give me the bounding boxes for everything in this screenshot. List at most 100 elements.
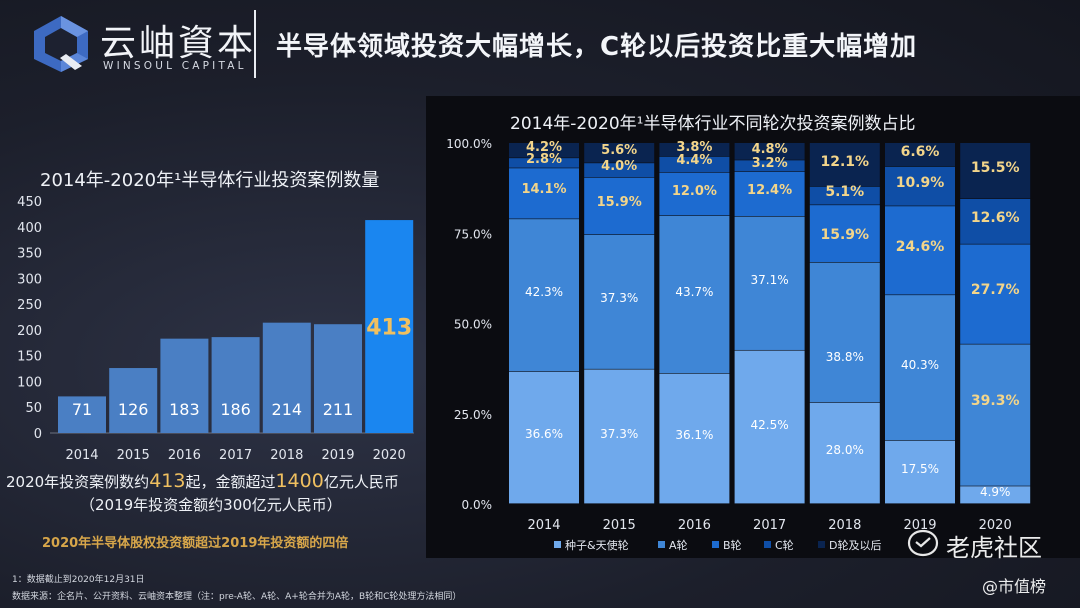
left-x-tick: 2017 (219, 448, 252, 463)
right-y-tick: 25.0% (454, 408, 492, 422)
left-bar-label: 413 (366, 316, 412, 341)
segment-2020-4 (960, 143, 1031, 199)
segment-2017-4 (734, 143, 805, 160)
left-bar-label: 71 (72, 400, 92, 419)
footnote-data-source: 数据来源：企名片、公开资料、云岫资本整理（注：pre-A轮、A轮、A+轮合并为A… (12, 592, 462, 602)
right-chart-title: 2014年-2020年¹半导体行业不同轮次投资案例数占比 (510, 114, 916, 134)
segment-2017-3 (734, 160, 805, 172)
segment-label: 4.0% (601, 159, 637, 174)
segment-2017-1 (734, 216, 805, 350)
segment-label: 15.9% (597, 195, 642, 210)
segment-label: 2.8% (526, 152, 562, 167)
segment-label: 4.8% (752, 142, 788, 157)
summary-mid: 起，金额超过 (185, 473, 276, 491)
segment-label: 38.8% (826, 350, 864, 364)
legend-swatch (712, 541, 719, 548)
segment-label: 36.6% (525, 427, 563, 441)
right-y-tick: 100.0% (446, 137, 492, 151)
legend-label: D轮及以后 (829, 538, 881, 552)
segment-2018-4 (809, 143, 880, 187)
segment-label: 4.2% (526, 140, 562, 155)
segment-label: 14.1% (521, 182, 566, 197)
segment-2015-1 (584, 234, 655, 369)
left-bar-2020 (365, 220, 414, 433)
segment-2018-2 (809, 205, 880, 263)
segment-label: 15.9% (821, 227, 870, 243)
segment-label: 4.4% (676, 153, 712, 168)
left-bar-2016 (160, 338, 209, 433)
left-y-tick: 200 (17, 324, 42, 339)
legend-swatch (554, 541, 561, 548)
segment-label: 6.6% (901, 144, 940, 160)
right-x-tick: 2015 (603, 518, 636, 533)
segment-label: 12.1% (821, 154, 870, 170)
segment-2018-1 (809, 262, 880, 403)
left-bar-2019 (314, 324, 362, 433)
summary-2019-note: （2019年投资金额约300亿元人民币） (80, 496, 342, 514)
summary-amount: 1400 (275, 470, 324, 492)
segment-2016-3 (659, 156, 730, 173)
header-divider (254, 10, 256, 78)
segment-label: 10.9% (896, 175, 945, 191)
segment-2014-4 (509, 143, 579, 158)
segment-2014-2 (509, 168, 579, 219)
segment-2016-1 (659, 215, 730, 374)
segment-label: 15.5% (971, 160, 1020, 176)
winsoul-logo-icon (34, 16, 88, 72)
left-x-tick: 2018 (270, 448, 303, 463)
segment-2017-2 (734, 171, 805, 217)
segment-label: 42.3% (525, 285, 563, 299)
segment-label: 37.3% (600, 291, 638, 305)
segment-label: 28.0% (826, 443, 864, 457)
summary-highlight: 2020年半导体股权投资额超过2019年投资额的四倍 (42, 536, 349, 551)
right-x-tick: 2017 (753, 518, 786, 533)
left-bar-2015 (109, 368, 158, 433)
segment-label: 37.3% (600, 427, 638, 441)
right-x-tick: 2016 (678, 518, 711, 533)
left-x-tick: 2015 (117, 448, 150, 463)
segment-label: 12.6% (971, 210, 1020, 226)
segment-label: 17.5% (901, 462, 939, 476)
summary-count: 413 (149, 470, 186, 492)
left-x-tick: 2019 (321, 448, 354, 463)
segment-2020-3 (960, 198, 1031, 244)
segment-label: 4.9% (980, 485, 1011, 499)
left-bar-2018 (262, 322, 311, 433)
right-y-tick: 50.0% (454, 318, 492, 332)
segment-label: 12.4% (747, 183, 792, 198)
left-chart-title: 2014年-2020年¹半导体行业投资案例数量 (40, 170, 380, 191)
left-x-tick: 2020 (373, 448, 406, 463)
segment-2017-0 (734, 350, 805, 504)
right-x-tick: 2014 (527, 518, 560, 533)
watermark-tiger-community: 老虎社区 (946, 534, 1042, 562)
legend-swatch (818, 541, 825, 548)
segment-2019-2 (885, 206, 955, 295)
segment-2019-1 (885, 295, 955, 441)
page-headline: 半导体领域投资大幅增长，C轮以后投资比重大幅增加 (276, 32, 918, 62)
legend-label: C轮 (775, 538, 794, 552)
summary-prefix: 2020年投资案例数约 (6, 473, 150, 491)
left-bar-2017 (211, 337, 260, 433)
round-share-stacked-chart: 0.0% 25.0% 50.0% 75.0% 100.0% 36.6% 37.3% 36.1%… (446, 137, 1031, 552)
segment-label: 5.1% (825, 184, 864, 200)
legend-label: 种子&天使轮 (565, 538, 629, 552)
segment-2019-4 (885, 143, 955, 167)
legend-swatch (658, 541, 665, 548)
left-y-tick: 250 (17, 298, 42, 313)
segment-2014-1 (509, 219, 579, 372)
segment-2016-0 (659, 373, 730, 504)
left-y-tick: 450 (17, 195, 42, 210)
legend-label: B轮 (723, 538, 742, 552)
logo-text-cn: 云岫資本 (100, 23, 257, 64)
segment-2014-0 (509, 371, 579, 504)
left-x-tick: 2016 (168, 448, 201, 463)
left-bar-label: 126 (118, 400, 149, 419)
segment-label: 37.1% (751, 273, 789, 287)
watermark-market-cap-list: @市值榜 (982, 577, 1047, 596)
segment-label: 5.6% (601, 143, 637, 158)
right-y-tick: 0.0% (462, 498, 493, 512)
legend-swatch (764, 541, 771, 548)
segment-2015-2 (584, 177, 655, 235)
segment-2019-3 (885, 166, 955, 206)
segment-2015-4 (584, 143, 655, 163)
